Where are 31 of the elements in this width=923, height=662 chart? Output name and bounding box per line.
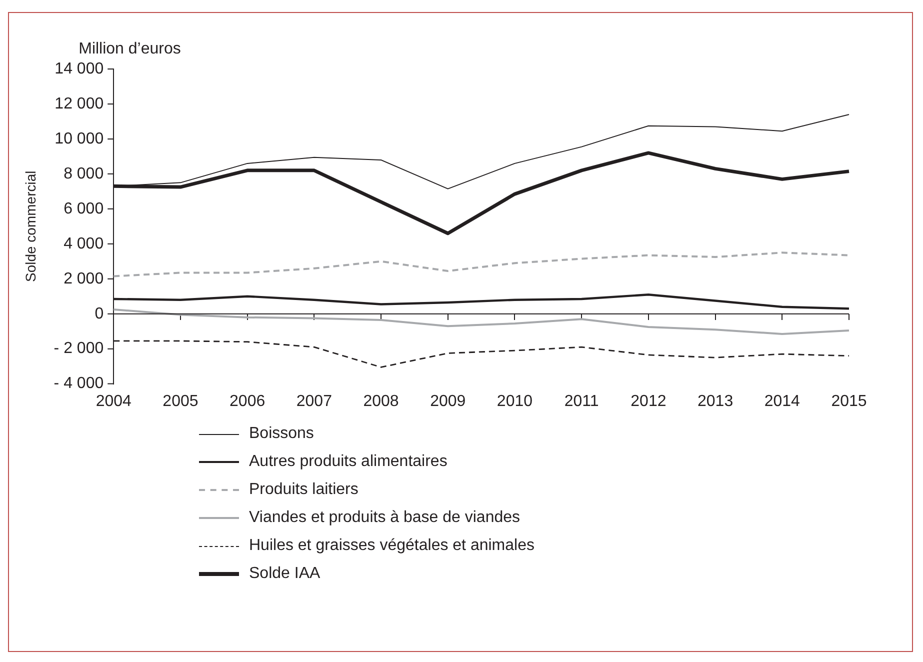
legend-label: Solde IAA [249,565,320,583]
y-tick-label: 10 000 [54,130,104,148]
x-tick-label: 2006 [230,392,266,410]
y-tick-label: 4 000 [64,235,104,252]
legend-label: Boissons [249,425,314,443]
y-tick-label: 0 [94,305,104,322]
x-tick-label: 2011 [564,392,599,410]
x-tick-label: 2008 [363,392,399,410]
x-tick-label: 2012 [630,392,666,410]
legend-label: Huiles et graisses végétales et animales [249,537,534,555]
y-tick-label: 6 000 [64,200,104,218]
legend-label: Viandes et produits à base de viandes [249,509,520,527]
legend-label: Produits laitiers [249,481,358,499]
y-tick-label: 2 000 [64,270,104,288]
legend-label: Autres produits alimentaires [249,453,448,471]
y-tick-label: 12 000 [54,95,104,112]
x-tick-label: 2013 [697,392,734,410]
y-tick-label: 8 000 [64,165,104,182]
x-tick-label: 2007 [296,392,332,410]
x-tick-label: 2004 [96,392,132,410]
x-tick-label: 2009 [430,392,466,410]
y-axis-title: Solde commercial [22,170,38,282]
text: Million d’euros [78,40,181,58]
x-tick-label: 2010 [496,392,533,410]
y-tick-label: 14 000 [54,60,104,78]
y-tick-label: - 2 000 [54,340,104,358]
y-tick-label: - 4 000 [54,375,104,392]
x-tick-label: 2015 [831,392,867,410]
frame: Solde commercial 2004 2005 2006 2007 2008 2009 2010 2011 2012 2013 2014 2015 - 4 000 - 2 000 0 2 000 4 000 6 000 8 000 10 000 12 000 14 000 Million d’euros Boissons Autres produits alimentaires Produits laitiers Viandes et produits à base de viandes Huiles et graisses végétales et animales Solde IAA [8,12,913,652]
x-tick-label: 2005 [162,392,198,410]
x-tick-label: 2014 [764,392,800,410]
